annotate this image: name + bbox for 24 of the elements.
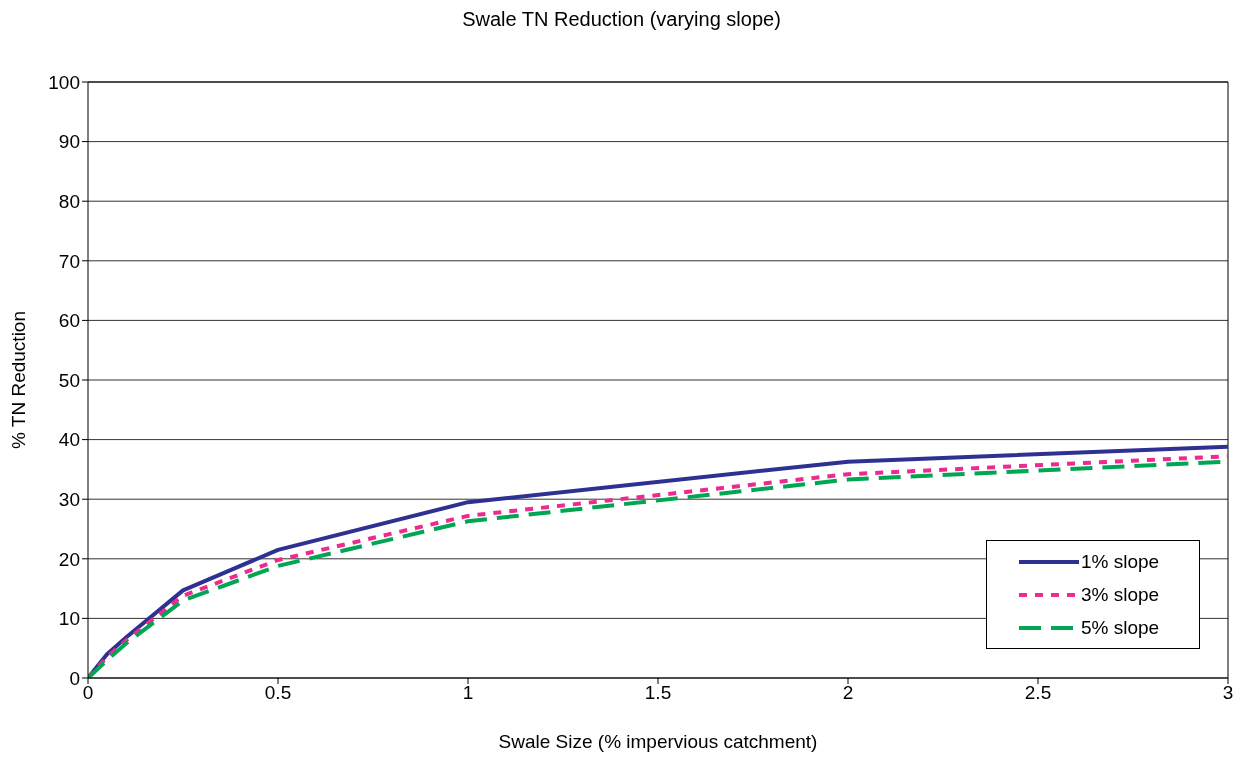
x-axis-title: Swale Size (% impervious catchment) [498, 731, 818, 752]
y-tick-label: 30 [58, 488, 80, 510]
legend-label: 3% slope [1081, 583, 1160, 606]
x-tick-label: 0.5 [264, 682, 292, 704]
y-tick-label: 90 [58, 131, 80, 153]
y-tick-label: 20 [58, 548, 80, 570]
y-tick-label: 60 [58, 310, 80, 332]
y-tick-label: 0 [69, 667, 80, 689]
x-tick-label: 2.5 [1024, 682, 1052, 704]
y-tick-label: 10 [58, 608, 80, 630]
x-tick-label: 1.5 [644, 682, 672, 704]
x-tick-label: 3 [1222, 682, 1234, 704]
y-tick-label: 50 [58, 369, 80, 391]
x-tick-label: 0 [82, 682, 94, 704]
y-tick-label: 70 [58, 250, 80, 272]
chart-title: Swale TN Reduction (varying slope) [461, 8, 782, 32]
y-axis-title: % TN Reduction [7, 311, 29, 449]
x-tick-label: 2 [842, 682, 854, 704]
legend-label: 5% slope [1081, 616, 1160, 639]
y-tick-label: 40 [58, 429, 80, 451]
y-tick-label: 100 [48, 71, 80, 93]
legend-label: 1% slope [1081, 550, 1160, 573]
x-tick-label: 1 [462, 682, 474, 704]
y-tick-label: 80 [58, 190, 80, 212]
